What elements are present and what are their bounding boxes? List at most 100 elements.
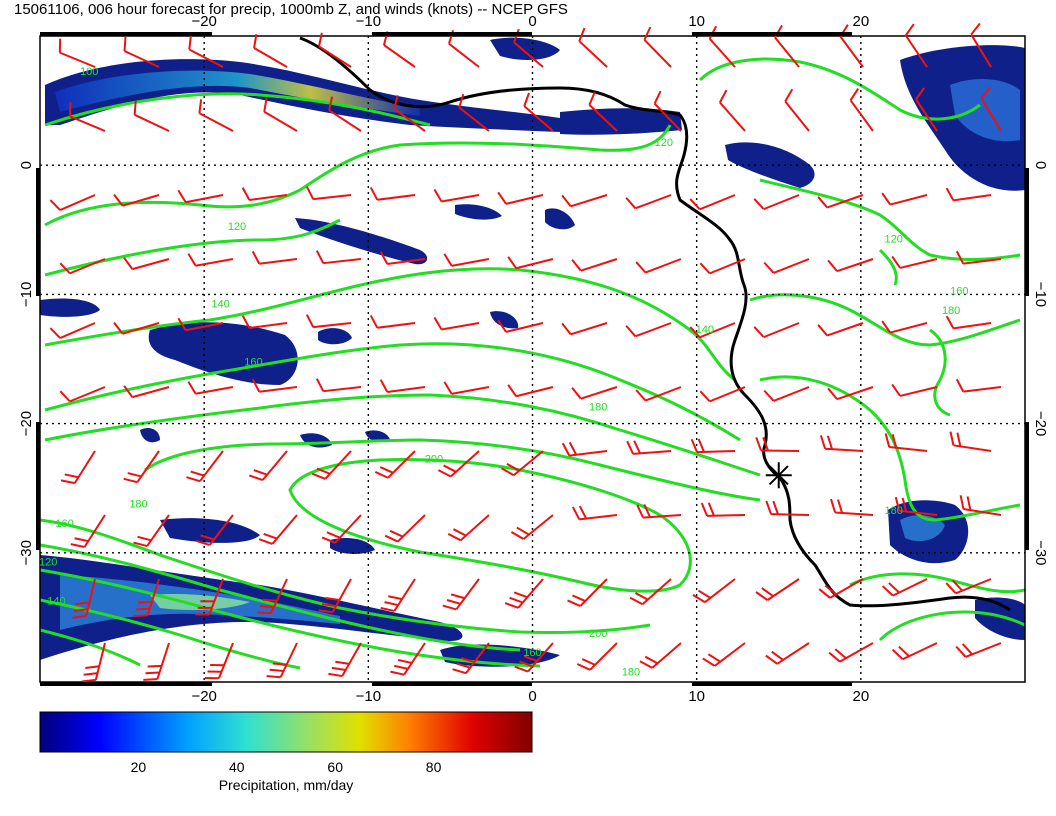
wind-barb: [891, 642, 938, 661]
wind-barb: [839, 24, 864, 68]
wind-barb: [571, 258, 618, 272]
wind-barb: [635, 386, 682, 402]
wind-barbs: [49, 22, 1002, 683]
wind-barb: [689, 194, 736, 211]
wind-barb: [315, 378, 362, 393]
x-tick-label-top: −10: [356, 13, 381, 30]
wind-barb: [828, 642, 874, 663]
x-tick-label-top: −20: [191, 13, 216, 30]
wind-barb: [891, 255, 938, 269]
wind-barb: [510, 514, 554, 540]
wind-barb: [458, 93, 490, 132]
wind-barb: [256, 578, 288, 615]
wind-barb: [514, 642, 554, 673]
geopotential-contours: [40, 57, 1025, 670]
wind-barb: [443, 381, 490, 395]
contour-label: 160: [244, 356, 262, 368]
precip-blob-12: [330, 538, 375, 554]
wind-barb: [143, 642, 170, 681]
contour-label: 180: [589, 402, 607, 414]
wind-barb: [59, 386, 106, 403]
contour-label: 140: [47, 595, 65, 607]
wind-barb: [571, 386, 618, 400]
x-tick-label-top: 0: [528, 13, 536, 30]
wind-barb: [58, 38, 96, 68]
wind-barb: [567, 578, 608, 608]
wind-barb: [123, 37, 160, 68]
precip-se-blob: [975, 597, 1025, 640]
wind-barb: [315, 250, 362, 265]
precip-ne-core: [950, 78, 1020, 142]
wind-barb: [819, 435, 864, 452]
wind-barb: [447, 514, 490, 542]
contour-label: 120: [39, 557, 57, 569]
wind-barb: [133, 578, 160, 618]
colorbar-tick-label: 20: [131, 759, 147, 775]
precip-blob-7: [490, 311, 519, 329]
wind-barb: [433, 188, 480, 203]
wind-barb: [894, 496, 938, 516]
wind-barb: [380, 578, 416, 612]
colorbar-tick-label: 80: [426, 759, 442, 775]
x-tick-label-bottom: −20: [191, 688, 216, 705]
wind-barb: [817, 194, 864, 209]
wind-barb: [699, 258, 746, 275]
wind-barb: [123, 385, 170, 399]
wind-barb: [253, 34, 288, 68]
wind-barb: [328, 96, 362, 132]
wind-barb: [177, 317, 224, 332]
x-tick-label-bottom: 20: [852, 688, 869, 705]
wind-barb: [884, 433, 928, 452]
wind-barb: [699, 386, 746, 403]
contour-label: 160: [523, 647, 541, 659]
precip-sa-core: [900, 515, 945, 542]
wind-barb: [318, 578, 352, 614]
wind-barb: [133, 100, 170, 132]
precip-streak-1: [295, 218, 428, 265]
wind-barb: [204, 642, 234, 680]
wind-barb: [945, 187, 992, 202]
wind-barb: [765, 500, 810, 516]
wind-barb: [763, 386, 810, 402]
map-title: 15061106, 006 hour forecast for precip, …: [14, 1, 568, 18]
wind-barb: [849, 88, 874, 132]
wind-barb: [452, 642, 490, 675]
wind-barb: [561, 322, 608, 336]
precip-blob-3: [545, 208, 575, 230]
wind-barb: [266, 642, 298, 679]
x-tick-label-top: 10: [688, 13, 705, 30]
precip-north-blob: [490, 37, 560, 60]
wind-barb: [955, 250, 1002, 265]
wind-barb: [249, 450, 288, 482]
contour-label: 180: [129, 499, 147, 511]
wind-barb: [382, 31, 416, 68]
wind-barb: [390, 642, 426, 676]
wind-barb: [949, 431, 992, 452]
wind-barb: [81, 642, 106, 683]
contour-label: 140: [211, 298, 229, 310]
x-tick-label-bottom: 0: [528, 688, 536, 705]
wind-barb: [72, 578, 96, 619]
contour-labels: 100 120 120 120 140 140 160 160 160 180 180 180 180 1…: [39, 66, 968, 679]
wind-barb: [187, 253, 234, 267]
wind-barb: [251, 250, 298, 265]
wind-barb: [830, 498, 874, 516]
wind-barb: [636, 504, 682, 519]
colorbar-tick-label: 40: [229, 759, 245, 775]
wind-barb: [49, 194, 96, 212]
y-tick-label-right: −20: [1032, 411, 1049, 436]
colorbar-ticks: 20 40 60 80: [131, 759, 442, 775]
y-tick-label-left: −10: [18, 282, 35, 307]
y-tick-label-right: 0: [1032, 161, 1049, 169]
wind-barb: [818, 578, 864, 599]
graticule: [40, 36, 1025, 682]
wind-barb: [719, 89, 746, 132]
wind-barb: [626, 440, 672, 455]
wind-barb: [689, 322, 736, 339]
wind-barb: [328, 642, 362, 678]
wind-barb: [187, 381, 234, 395]
contour-label: 160: [55, 518, 73, 530]
wind-barb: [561, 441, 608, 457]
wind-barb: [881, 578, 928, 597]
